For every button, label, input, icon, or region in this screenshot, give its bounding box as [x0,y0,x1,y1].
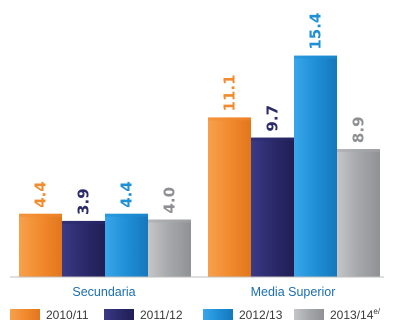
legend-swatch [10,309,40,320]
data-label: 4.4 [118,181,136,208]
legend-item: 2012/13 [203,308,283,322]
bar [208,117,251,277]
bar [337,149,380,277]
legend-label: 2013/14e/ [330,307,381,322]
legend-label: 2011/12 [140,308,183,322]
legend-item: 2010/11 [10,308,89,322]
bar-top-edge [19,213,62,217]
category-label: Secundaria [72,285,135,299]
bar-top-edge [148,219,191,223]
bar-top-edge [105,213,148,217]
data-label: 15.4 [307,13,325,50]
legend-label: 2010/11 [46,308,89,322]
bar [148,219,191,277]
bar-top-edge [251,137,294,141]
data-label: 4.4 [32,181,50,208]
bar [251,137,294,277]
bar-top-edge [208,117,251,121]
legend-swatch [294,309,324,320]
legend-swatch [203,309,233,320]
bar [105,213,148,277]
bar-top-edge [294,55,337,59]
legend-item: 2013/14e/ [294,307,381,322]
bar [19,213,62,277]
legend: 2010/11 2011/12 2012/13 2013/14e/ [10,307,381,322]
data-label: 3.9 [75,188,93,215]
bar [62,220,105,277]
legend-label: 2012/13 [239,308,283,322]
legend-item: 2011/12 [104,308,183,322]
legend-swatch [104,309,134,320]
data-label: 4.0 [161,187,179,214]
category-label: Media Superior [251,285,336,299]
bar [294,55,337,277]
data-label: 11.1 [221,74,239,111]
bar-top-edge [337,149,380,153]
data-label: 9.7 [264,105,282,132]
bar-top-edge [62,220,105,224]
data-label: 8.9 [350,116,368,143]
